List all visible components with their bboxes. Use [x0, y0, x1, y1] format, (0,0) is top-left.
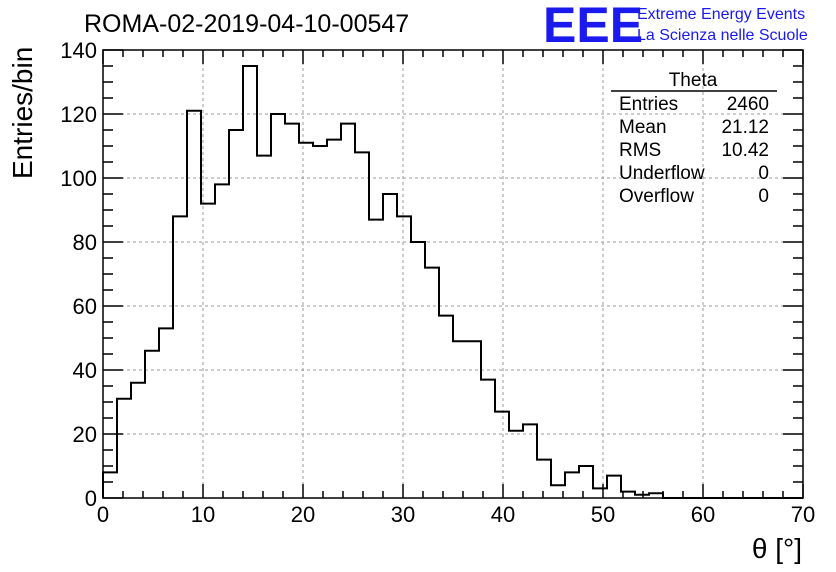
histogram-bin: [103, 472, 117, 498]
stats-label: Entries: [619, 94, 678, 115]
histogram-bin: [509, 431, 523, 498]
stats-value: 10.42: [721, 140, 769, 161]
x-tick-label: 70: [791, 502, 815, 527]
y-tick-label: 140: [60, 38, 97, 63]
grid-lines: [103, 50, 803, 498]
x-tick-labels: 0 10 20 30 40 50 60 70: [97, 502, 815, 527]
x-tick-label: 0: [97, 502, 109, 527]
histogram-bin: [243, 66, 257, 498]
histogram-series: [102, 65, 803, 499]
x-tick-label: 50: [591, 502, 615, 527]
histogram-bin: [327, 140, 341, 498]
logo: EEE Extreme Energy Events La Scienza nel…: [543, 0, 808, 53]
axis-ticks: [102, 49, 804, 499]
stats-box-name: Theta: [669, 70, 718, 91]
y-tick-label: 120: [60, 102, 97, 127]
x-tick-label: 20: [291, 502, 315, 527]
stats-value: 0: [758, 186, 769, 207]
stats-label: RMS: [619, 140, 661, 161]
x-tick-label: 10: [191, 502, 215, 527]
histogram-bin: [579, 466, 593, 498]
logo-line2: La Scienza nelle Scuole: [637, 27, 808, 44]
histogram-bin: [145, 351, 159, 498]
histogram-bin: [131, 383, 145, 498]
stats-rows: Entries 2460 Mean 21.12 RMS 10.42 Underflow 0 Ov…: [619, 94, 769, 207]
histogram-bin: [285, 124, 299, 498]
histogram-bin: [439, 316, 453, 498]
histogram-bin: [593, 488, 607, 498]
histogram-bin: [229, 130, 243, 498]
y-tick-label: 80: [73, 230, 97, 255]
plot-frame: [102, 49, 804, 499]
histogram-bin: [425, 268, 439, 498]
histogram-bin: [495, 412, 509, 498]
y-tick-labels: 0 20 40 60 80 100 120 140: [60, 38, 97, 511]
histogram-bin: [397, 216, 411, 498]
y-tick-label: 0: [85, 486, 97, 511]
stats-label: Overflow: [619, 186, 694, 207]
stats-value: 2460: [727, 94, 769, 115]
chart-title: ROMA-02-2019-04-10-00547: [84, 10, 409, 38]
x-axis-label: θ [°]: [752, 533, 802, 564]
histogram-bin: [341, 124, 355, 498]
histogram-bin: [355, 152, 369, 498]
y-tick-label: 60: [73, 294, 97, 319]
x-tick-label: 40: [491, 502, 515, 527]
stats-label: Underflow: [619, 163, 705, 184]
y-tick-label: 40: [73, 358, 97, 383]
histogram-bin: [467, 341, 481, 498]
stats-value: 0: [758, 163, 769, 184]
logo-mark: EEE: [543, 0, 643, 53]
x-tick-label: 30: [391, 502, 415, 527]
y-tick-label: 20: [73, 422, 97, 447]
y-axis-label: Entries/bin: [7, 47, 38, 179]
histogram-bin: [523, 424, 537, 498]
histogram-bin: [453, 341, 467, 498]
histogram-bin: [537, 460, 551, 498]
stats-value: 21.12: [721, 117, 769, 138]
histogram-bin: [607, 476, 621, 498]
histogram-outline: [102, 65, 803, 499]
histogram-bin: [215, 184, 229, 498]
logo-line1: Extreme Energy Events: [637, 6, 805, 23]
histogram-bin: [257, 156, 271, 498]
x-tick-label: 60: [691, 502, 715, 527]
histogram-bin: [159, 328, 173, 498]
stats-box: Theta Entries 2460 Mean 21.12 RMS 10.42 Underf…: [611, 70, 777, 207]
histogram-bin: [565, 472, 579, 498]
histogram-bin: [313, 146, 327, 498]
stats-label: Mean: [619, 117, 667, 138]
histogram-bin: [117, 399, 131, 498]
histogram-bin: [173, 216, 187, 498]
histogram-bin: [383, 194, 397, 498]
histogram-bin: [187, 111, 201, 498]
histogram-bin: [481, 380, 495, 498]
y-tick-label: 100: [60, 166, 97, 191]
histogram-bin: [369, 220, 383, 498]
histogram-bin: [299, 143, 313, 498]
